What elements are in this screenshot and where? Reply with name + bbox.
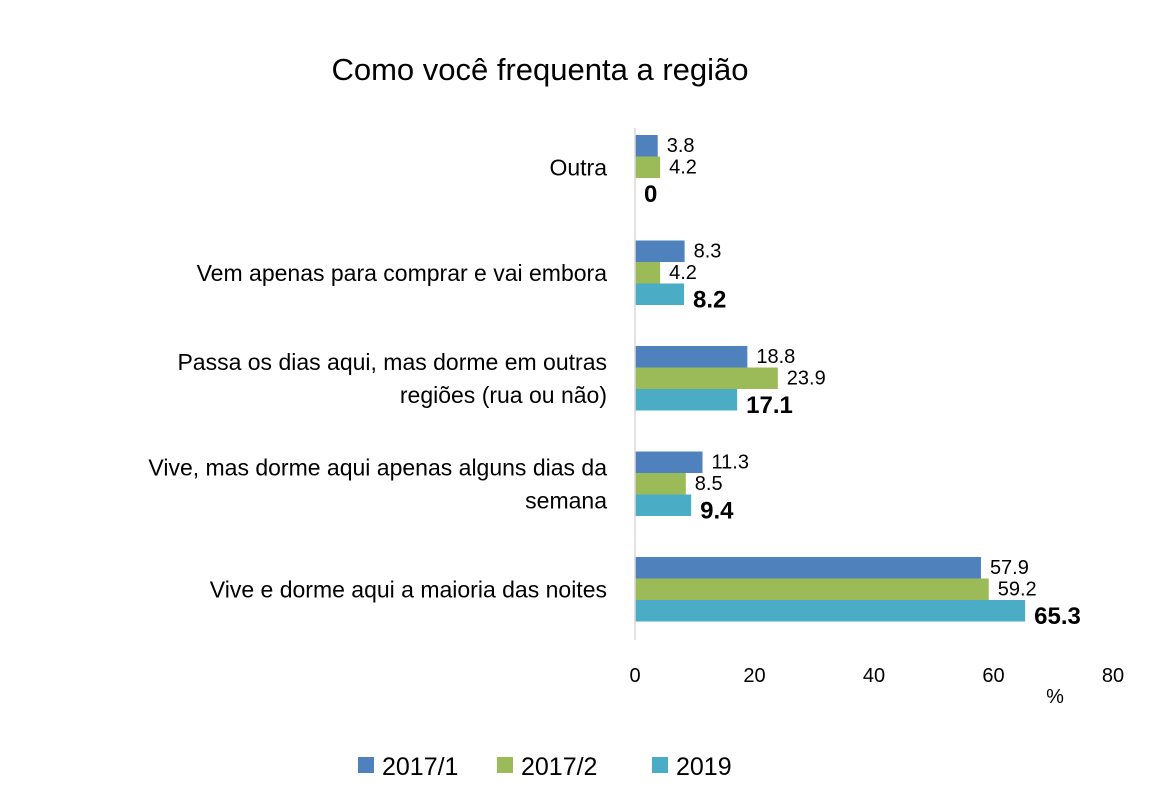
data-label: 18.8: [756, 346, 795, 368]
x-tick-label: 80: [1102, 665, 1124, 687]
bar-2017-2: [635, 367, 778, 389]
category-label: Vem apenas para comprar e vai embora: [197, 260, 608, 286]
data-label: 11.3: [712, 452, 749, 474]
data-label: 57.9: [990, 557, 1029, 579]
legend-label: 2017/1: [382, 753, 458, 781]
bar-2017-2: [635, 473, 686, 495]
legend-item: 2017/1: [358, 753, 458, 781]
category-label: Vive e dorme aqui a maioria das noites: [210, 576, 607, 602]
legend-item: 2019: [652, 753, 732, 781]
data-label: 4.2: [669, 262, 697, 284]
x-tick-label: 40: [863, 665, 885, 687]
data-label: 8.3: [694, 241, 722, 263]
legend-label: 2017/2: [521, 753, 597, 781]
bar-2019: [635, 600, 1026, 622]
legend-item: 2017/2: [497, 753, 597, 781]
category-label-line: regiões (rua ou não): [400, 382, 607, 408]
category-label-line: Passa os dias aqui, mas dorme em outras: [177, 349, 607, 375]
x-tick-label: 0: [629, 665, 640, 687]
data-label: 8.2: [693, 287, 726, 314]
bar-2017-1: [635, 451, 703, 473]
data-label: 9.4: [700, 498, 734, 525]
category-label: Outra: [549, 154, 607, 180]
bar-2019: [635, 389, 738, 411]
data-label: 8.5: [695, 473, 723, 495]
legend-swatch: [497, 757, 513, 773]
bar-2017-1: [635, 557, 981, 579]
x-tick-label: 20: [743, 665, 765, 687]
data-label: 59.2: [998, 579, 1037, 601]
bar-2017-2: [635, 262, 661, 284]
category-label: Vive, mas dorme aqui apenas alguns dias …: [148, 454, 607, 513]
chart-title: Como você frequenta a região: [331, 52, 748, 87]
data-label: 0: [644, 181, 657, 208]
legend-swatch: [358, 757, 374, 773]
bar-2017-2: [635, 578, 989, 600]
data-label: 3.8: [667, 135, 695, 157]
bar-2019: [635, 494, 692, 516]
data-label: 65.3: [1034, 603, 1081, 630]
bar-2017-1: [635, 240, 685, 262]
bar-2017-1: [635, 346, 748, 368]
data-label: 17.1: [746, 392, 793, 419]
legend-label: 2019: [676, 753, 732, 781]
bar-2019: [635, 283, 684, 305]
category-label-line: Outra: [549, 154, 607, 180]
data-label: 4.2: [669, 157, 697, 179]
category-label: Passa os dias aqui, mas dorme em outras r…: [177, 349, 607, 408]
bar-2017-1: [635, 135, 658, 157]
data-label: 23.9: [787, 368, 826, 390]
x-tick-label: 60: [982, 665, 1004, 687]
legend-swatch: [652, 757, 668, 773]
category-label-line: Vive e dorme aqui a maioria das noites: [210, 576, 607, 602]
bar-2017-2: [635, 156, 661, 178]
category-label-line: Vive, mas dorme aqui apenas alguns dias …: [148, 454, 607, 480]
category-label-line: Vem apenas para comprar e vai embora: [197, 260, 608, 286]
x-axis-label: %: [1046, 686, 1064, 708]
category-label-line: semana: [525, 487, 607, 513]
